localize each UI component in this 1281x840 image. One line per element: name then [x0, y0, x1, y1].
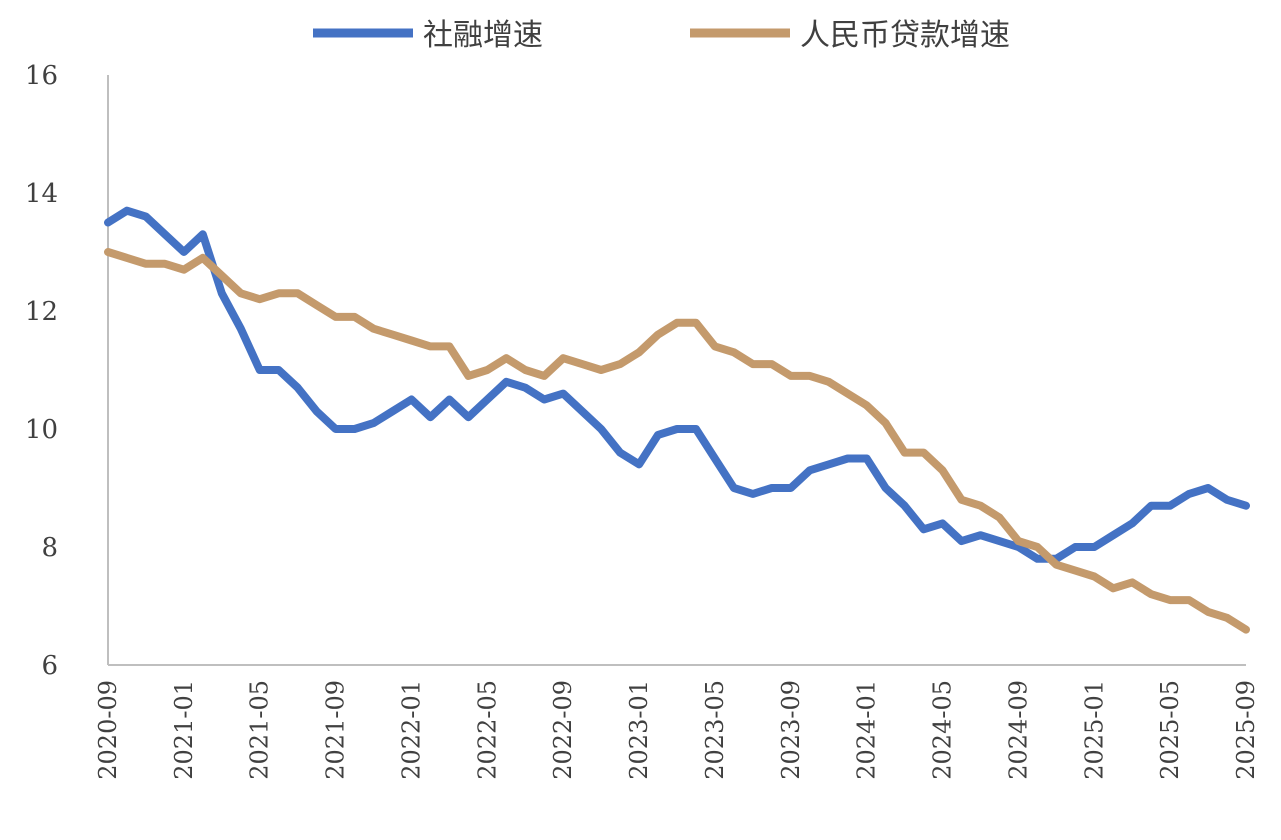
- x-tick-label: 2022-09: [549, 680, 577, 780]
- x-tick-label: 2023-09: [777, 680, 805, 780]
- y-tick-label: 12: [25, 297, 58, 327]
- legend: 社融增速 人民币贷款增速: [313, 18, 1010, 53]
- x-tick-label: 2023-05: [701, 680, 729, 780]
- legend-label-series-1: 社融增速: [423, 18, 543, 53]
- x-tick-label: 2024-09: [1004, 680, 1032, 780]
- y-tick-label: 16: [25, 61, 58, 91]
- y-tick-labels: 6 8 10 12 14 16: [25, 61, 58, 681]
- y-tick-label: 6: [41, 651, 58, 681]
- series-line-1: [104, 206, 1250, 563]
- y-tick-label: 10: [25, 415, 58, 445]
- x-tick-label: 2025-01: [1080, 680, 1108, 780]
- x-tick-label: 2020-09: [94, 680, 122, 780]
- x-tick-label: 2021-01: [170, 680, 198, 780]
- x-tick-label: 2021-09: [322, 680, 350, 780]
- series-line-2: [104, 248, 1250, 634]
- x-tick-labels: 2020-09 2021-01 2021-05 2021-09 2022-01 2022-…: [94, 680, 1260, 780]
- x-tick-label: 2024-05: [929, 680, 957, 780]
- x-tick-label: 2023-01: [625, 680, 653, 780]
- legend-label-series-2: 人民币贷款增速: [800, 18, 1010, 53]
- x-tick-label: 2021-05: [246, 680, 274, 780]
- x-tick-label: 2024-01: [853, 680, 881, 780]
- x-tick-label: 2022-05: [473, 680, 501, 780]
- x-tick-label: 2022-01: [397, 680, 425, 780]
- series-lines: [104, 206, 1250, 634]
- y-tick-label: 14: [25, 179, 58, 209]
- y-tick-label: 8: [41, 533, 58, 563]
- x-tick-label: 2025-05: [1156, 680, 1184, 780]
- x-tick-label: 2025-09: [1232, 680, 1260, 780]
